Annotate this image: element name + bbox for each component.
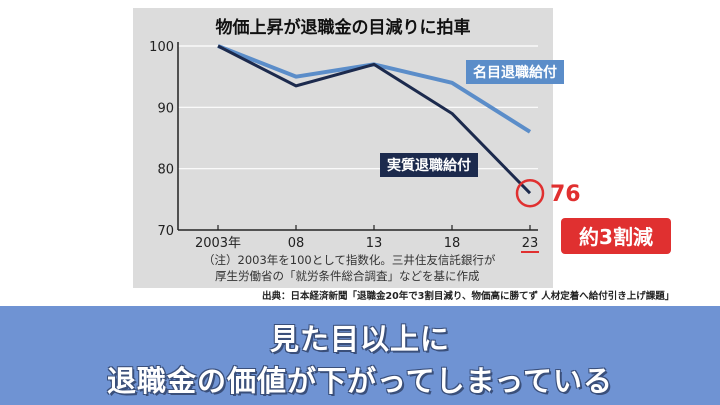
x-tick-label: 23 bbox=[522, 236, 539, 251]
x-tick-label: 18 bbox=[444, 236, 461, 251]
chart-title: 物価上昇が退職金の目減りに拍車 bbox=[216, 17, 471, 38]
line-chart: 物価上昇が退職金の目減りに拍車 100 90 80 70 2003年 08 13 18 23 名目退… bbox=[149, 17, 671, 283]
x-tick-label: 2003年 bbox=[195, 236, 241, 251]
highlight-circle bbox=[515, 178, 545, 208]
x-tick-label: 08 bbox=[288, 236, 305, 251]
y-tick-label: 70 bbox=[157, 224, 174, 239]
chart-panel: 物価上昇が退職金の目減りに拍車 100 90 80 70 2003年 08 13 18 23 名目退… bbox=[133, 8, 671, 288]
banner-line-2: 退職金の価値が下がってしまっている bbox=[107, 364, 613, 398]
end-value-label: 76 bbox=[550, 182, 581, 207]
reduction-badge: 約3割減 bbox=[579, 225, 653, 249]
source-citation: 出典：日本経済新聞「退職金20年で3割目減り、物価高に勝てず 人材定着へ給付引き… bbox=[262, 291, 675, 302]
y-tick-label: 100 bbox=[149, 40, 174, 55]
y-tick-label: 90 bbox=[157, 101, 174, 116]
x-tick-label: 13 bbox=[366, 236, 383, 251]
chart-note-2: 厚生労働省の「就労条件総合調査」などを基に作成 bbox=[215, 269, 480, 283]
series-label-2: 実質退職給付 bbox=[387, 157, 471, 174]
series-line-1 bbox=[217, 44, 532, 134]
banner-line-1: 見た目以上に bbox=[269, 322, 450, 356]
caption-banner: 見た目以上に 退職金の価値が下がってしまっている bbox=[0, 306, 720, 405]
chart-note-1: （注）2003年を100として指数化。三井住友信託銀行が bbox=[203, 253, 496, 267]
series-label-box-1 bbox=[466, 60, 564, 84]
series-label-1: 名目退職給付 bbox=[473, 64, 557, 81]
series-label-box-2 bbox=[380, 153, 478, 177]
reduction-badge-box bbox=[561, 218, 671, 254]
y-tick-label: 80 bbox=[157, 163, 174, 178]
